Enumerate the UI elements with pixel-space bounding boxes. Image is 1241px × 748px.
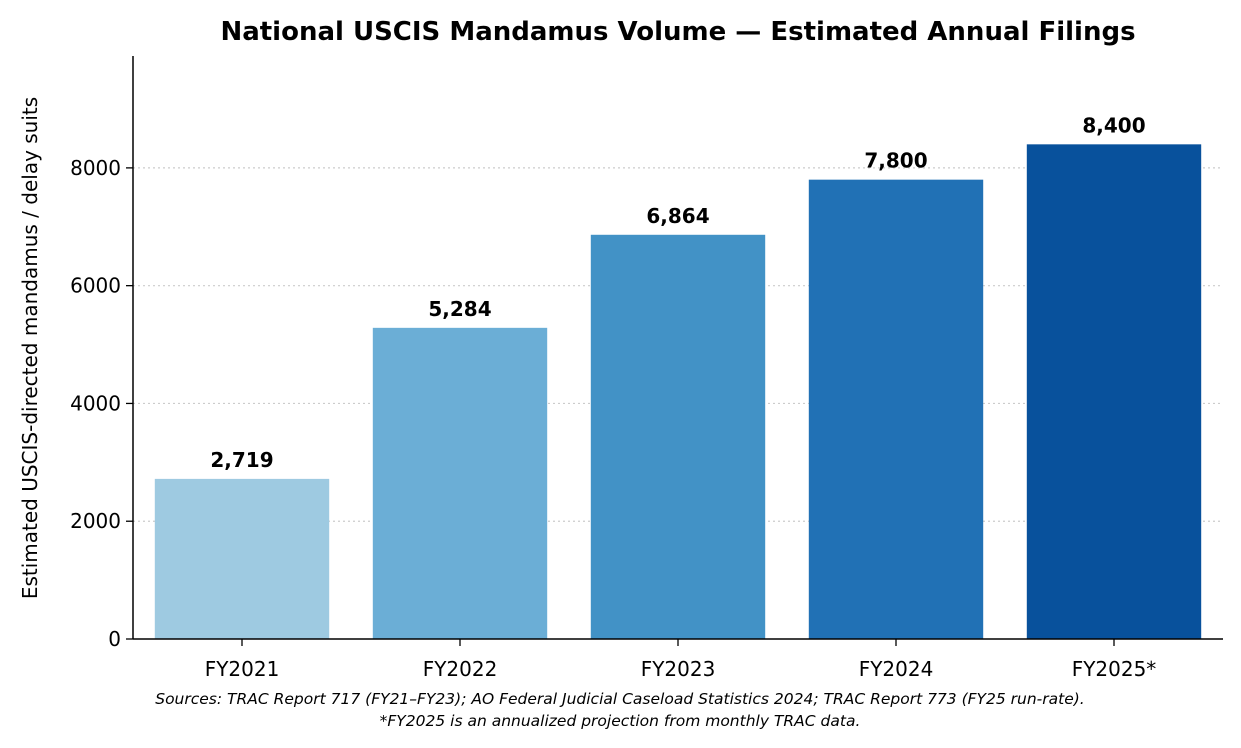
bar-value-label: 7,800 (864, 149, 927, 173)
bar-fy2025 (1026, 144, 1202, 640)
value-labels: 2,719 5,284 6,864 7,800 8,400 (210, 113, 1145, 472)
bar-fy2021 (154, 478, 330, 639)
bar-value-label: 5,284 (428, 297, 491, 321)
bar-fy2023 (590, 234, 766, 639)
bar-value-label: 2,719 (210, 448, 273, 472)
axes: 0 2000 4000 6000 8000 FY2021 FY2022 FY2023 FY202… (70, 56, 1223, 681)
y-tick-label: 2000 (70, 509, 121, 533)
y-tick-label: 6000 (70, 274, 121, 298)
bars (154, 144, 1202, 640)
bar-fy2022 (372, 327, 548, 639)
x-tick-label: FY2022 (423, 657, 498, 681)
y-axis-label: Estimated USCIS-directed mandamus / dela… (18, 97, 42, 599)
bar-value-label: 8,400 (1082, 113, 1145, 137)
source-note: Sources: TRAC Report 717 (FY21–FY23); AO… (155, 690, 1085, 708)
y-tick-label: 8000 (70, 156, 121, 180)
x-tick-label: FY2023 (641, 657, 716, 681)
y-tick-label: 0 (108, 627, 121, 651)
bar-fy2024 (808, 179, 984, 639)
projection-note: *FY2025 is an annualized projection from… (380, 712, 861, 730)
x-tick-label: FY2021 (205, 657, 280, 681)
x-tick-label: FY2025* (1072, 657, 1157, 681)
chart-title: National USCIS Mandamus Volume — Estimat… (220, 17, 1135, 47)
y-tick-label: 4000 (70, 391, 121, 415)
x-tick-label: FY2024 (859, 657, 934, 681)
bar-value-label: 6,864 (646, 204, 709, 228)
